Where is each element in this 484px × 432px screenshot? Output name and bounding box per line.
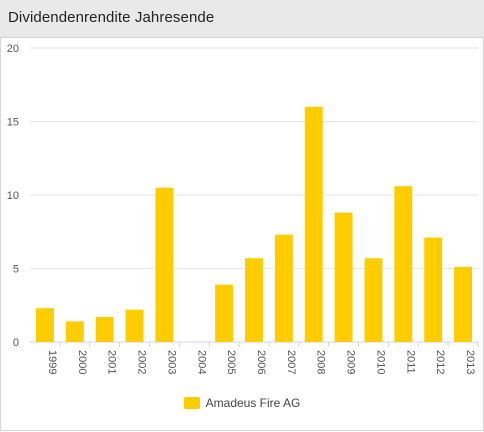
chart-title: Dividendenrendite Jahresende (8, 9, 215, 26)
x-tick-label: 2007 (285, 350, 297, 374)
x-tick-label: 2008 (315, 350, 327, 374)
x-tick-label: 2010 (374, 350, 386, 374)
y-tick-label: 10 (7, 190, 19, 202)
bar[interactable] (155, 187, 174, 342)
bar[interactable] (35, 308, 54, 342)
bar[interactable] (454, 267, 473, 342)
bar[interactable] (304, 106, 323, 342)
bar[interactable] (215, 284, 234, 342)
chart-header: Dividendenrendite Jahresende (0, 0, 484, 38)
y-tick-label: 5 (13, 264, 19, 276)
y-tick-label: 20 (7, 43, 19, 55)
x-tick-label: 2012 (434, 350, 446, 374)
x-tick-label: 2004 (195, 350, 207, 374)
legend-label: Amadeus Fire AG (205, 396, 301, 410)
x-tick-label: 2003 (165, 350, 177, 374)
bar[interactable] (364, 258, 383, 342)
x-tick-label: 2011 (404, 350, 416, 374)
x-tick-label: 2002 (136, 350, 148, 374)
x-tick-label: 2009 (345, 350, 357, 374)
bar[interactable] (334, 212, 353, 342)
y-tick-label: 0 (13, 337, 19, 349)
x-tick-label: 1999 (46, 350, 58, 374)
bar[interactable] (95, 317, 114, 342)
bar[interactable] (424, 237, 443, 342)
y-tick-label: 15 (7, 117, 19, 129)
legend-swatch (183, 397, 200, 409)
x-tick-label: 2000 (76, 350, 88, 374)
x-tick-label: 2001 (106, 350, 118, 374)
bar[interactable] (65, 321, 84, 342)
bar[interactable] (274, 234, 293, 342)
bar[interactable] (394, 186, 413, 342)
x-tick-label: 2005 (225, 350, 237, 374)
x-tick-label: 2013 (464, 350, 476, 374)
legend[interactable]: Amadeus Fire AG (0, 396, 484, 412)
bar[interactable] (125, 309, 144, 342)
x-tick-label: 2006 (255, 350, 267, 374)
bar[interactable] (245, 258, 263, 342)
